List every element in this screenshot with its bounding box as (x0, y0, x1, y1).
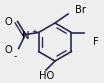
Text: -: - (14, 53, 17, 62)
Text: O: O (4, 45, 12, 55)
Text: F: F (93, 37, 99, 47)
Text: O: O (4, 17, 12, 27)
Text: HO: HO (39, 71, 55, 81)
Text: +: + (31, 29, 37, 35)
Text: Br: Br (75, 5, 86, 15)
Text: N: N (22, 31, 30, 41)
